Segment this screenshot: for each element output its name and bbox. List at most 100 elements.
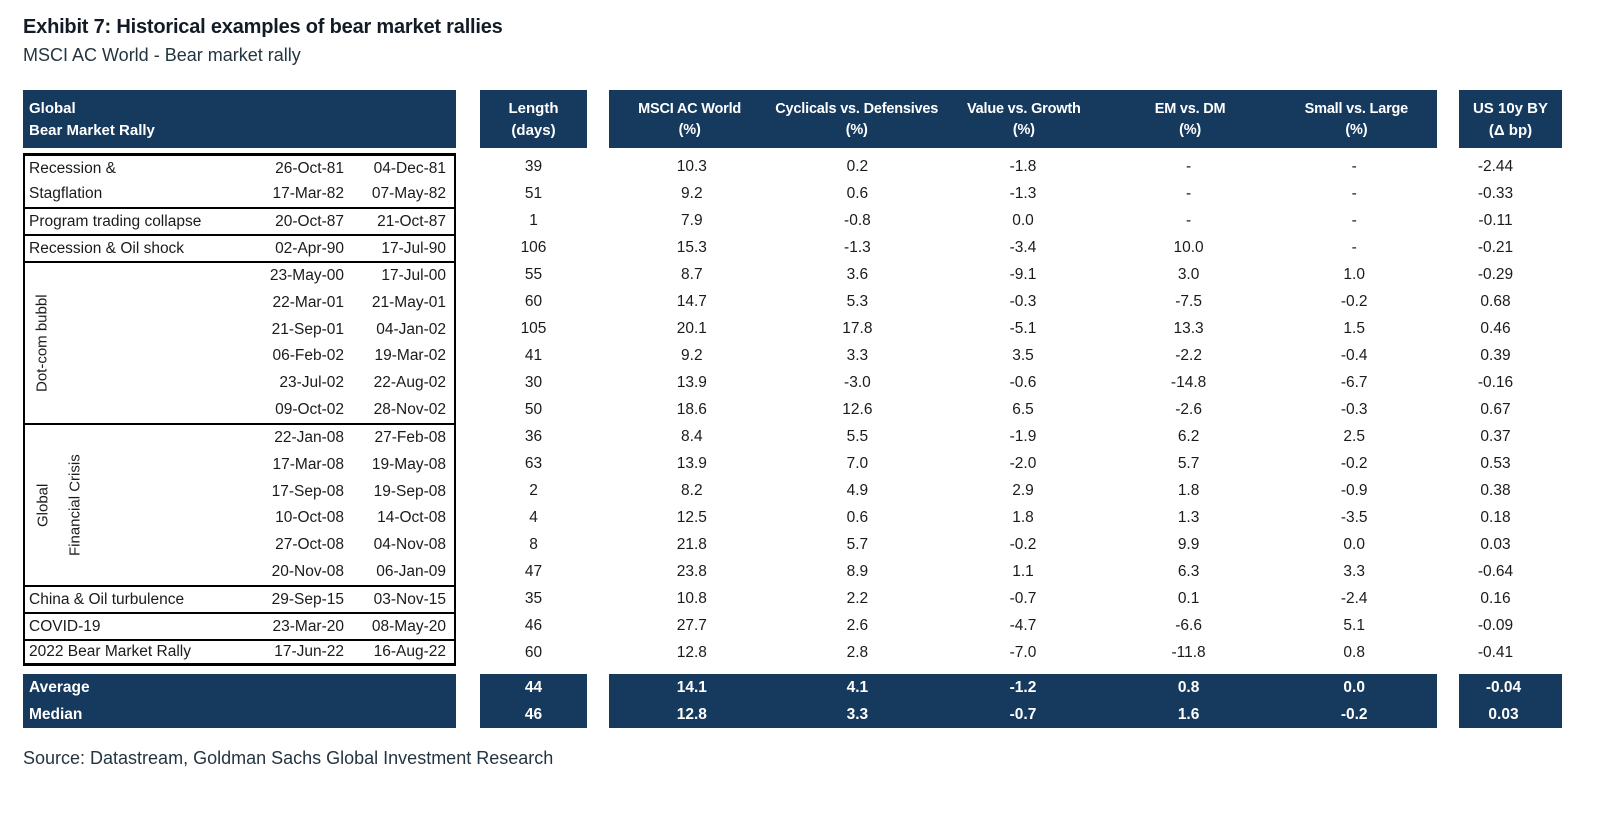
summary-metric-value: 12.8 [676,705,707,723]
header-length-line2: (days) [511,121,556,139]
table-group: 2022 Bear Market Rally 17-Jun-22 16-Aug-22… [23,639,1600,666]
episode-name: COVID-19 [29,617,101,635]
us10y-value: 0.37 [1480,427,1511,445]
metric-value: -1.3 [1009,184,1037,202]
length-value: 63 [524,454,543,472]
metric-value: 6.5 [1012,400,1034,418]
us10y-value: -0.33 [1477,184,1514,202]
metric-value: 9.2 [681,346,703,364]
summary-metric-value: 14.1 [676,678,707,696]
metric-values: 20.1 17.8 -5.1 13.3 1.5 [609,315,1437,342]
metric-value: 12.5 [676,508,707,526]
summary-metrics-block: 14.1 4.1 -1.2 0.8 0.0 12.8 3.3 -0.7 1.6 -0.2 [609,674,1437,728]
length-value: 41 [524,346,543,364]
header-global-line1: Global [29,99,76,117]
summary-metric-value: -0.7 [1009,705,1037,723]
metric-value: 3.3 [846,346,869,364]
end-date: 28-Nov-02 [373,400,446,418]
metric-value: 0.2 [846,157,869,175]
metric-values: 7.9 -0.8 0.0 - - [609,207,1437,234]
summary-us10y-value: -0.04 [1485,678,1522,696]
episode-cell: COVID-19 23-Mar-20 08-May-20 [23,612,456,639]
header-metrics-block: MSCI AC World (%) Cyclicals vs. Defensiv… [609,90,1437,148]
column-header-label: Cyclicals vs. Defensives [775,100,939,117]
episode-cell: Recession & 26-Oct-81 04-Dec-81 Stagflation… [23,153,456,207]
metric-value: 8.7 [681,265,703,283]
length-value: 106 [520,238,547,256]
metric-values: 13.9 -3.0 -0.6 -14.8 -6.7 [609,369,1437,396]
metric-value: -0.7 [1009,589,1037,607]
us10y-value: -0.64 [1477,562,1514,580]
metric-value: 23.8 [676,562,707,580]
episode-cell: 2022 Bear Market Rally 17-Jun-22 16-Aug-22 [23,639,456,666]
table-row-label: 21-Sep-01 04-Jan-02 [25,316,454,343]
start-date: 17-Sep-08 [271,482,344,500]
exhibit-title: Exhibit 7: Historical examples of bear m… [23,16,503,38]
summary-us10y-block: -0.04 0.03 [1459,674,1562,728]
start-date: 17-Jun-22 [274,643,344,660]
metric-value: 1.1 [1012,562,1034,580]
length-value: 1 [529,211,538,229]
summary-label-block: Average Median [23,674,456,728]
summary-metric-value: 0.0 [1343,678,1365,696]
metric-value: 13.9 [676,454,707,472]
us10y-value: -0.29 [1477,265,1514,283]
metric-values: 21.8 5.7 -0.2 9.9 0.0 [609,531,1437,558]
start-date: 20-Oct-87 [275,212,344,230]
length-value: 30 [524,373,543,391]
column-header-label: MSCI AC World [638,100,742,117]
metric-value: 5.7 [846,535,869,553]
metric-value: -6.7 [1340,373,1368,391]
summary-metric-value: -0.2 [1340,705,1368,723]
metric-value: -1.8 [1009,157,1037,175]
metric-value: 7.9 [681,211,703,229]
end-date: 17-Jul-00 [381,267,446,285]
metric-value: 8.4 [681,427,703,445]
summary-metric-value: 4.1 [846,678,869,696]
column-header-unit: (%) [845,121,868,138]
end-date: 19-May-08 [371,456,446,473]
length-value: 2 [529,481,538,499]
metric-value: - [1186,184,1192,202]
metric-value: 1.8 [1012,508,1034,526]
start-date: 23-May-00 [269,267,344,285]
metric-value: 6.2 [1177,427,1200,445]
column-header-value-vs-growth: Value vs. Growth (%) [943,90,1104,148]
start-date: 02-Apr-90 [275,239,344,257]
episode-cell: 23-May-00 17-Jul-00 22-Mar-01 21-May-01 21-S… [23,261,456,423]
start-date: 20-Nov-08 [271,562,344,580]
end-date: 03-Nov-15 [373,590,446,608]
metric-value: 27.7 [676,616,707,634]
metric-value: 18.6 [676,400,707,418]
end-date: 07-May-82 [371,185,446,203]
start-date: 22-Mar-01 [272,294,345,311]
metric-value: 10.8 [676,589,707,607]
metric-values: 15.3 -1.3 -3.4 10.0 - [609,234,1437,261]
summary-rows: Average Median 44 46 14.1 4.1 -1.2 0.8 0.0 12.8 3.… [23,674,1600,728]
start-date: 23-Jul-02 [279,374,344,392]
metric-value: - [1186,211,1192,229]
table-group: Recession & Oil shock 02-Apr-90 17-Jul-90 1… [23,234,1600,261]
episode-name: Stagflation [29,185,103,203]
column-header-small-vs-large: Small vs. Large (%) [1276,90,1437,148]
metric-values: 8.2 4.9 2.9 1.8 -0.9 [609,477,1437,504]
column-header-unit: (%) [1179,121,1202,138]
table-header: Global Bear Market Rally Length (days) M… [23,90,1600,148]
us10y-value: 0.38 [1480,481,1511,499]
end-date: 17-Jul-90 [381,239,446,257]
table-row-label: 20-Nov-08 06-Jan-09 [25,558,454,585]
column-header-label: Small vs. Large [1304,100,1409,117]
episode-vertical-label: Financial Crisis [66,454,84,556]
metric-value: -6.6 [1175,616,1202,634]
metric-value: 9.9 [1177,535,1200,553]
metric-value: 9.2 [681,184,703,202]
source-note: Source: Datastream, Goldman Sachs Global… [23,748,554,768]
metric-value: 0.0 [1012,211,1034,229]
metric-value: -14.8 [1170,373,1207,391]
table-group: 22-Jan-08 27-Feb-08 17-Mar-08 19-May-08 17-S… [23,423,1600,585]
header-us10y-line2: (Δ bp) [1488,121,1533,139]
metric-value: -0.3 [1009,292,1037,310]
metric-value: - [1351,157,1357,175]
length-value: 8 [529,535,538,553]
length-value: 105 [520,319,547,337]
